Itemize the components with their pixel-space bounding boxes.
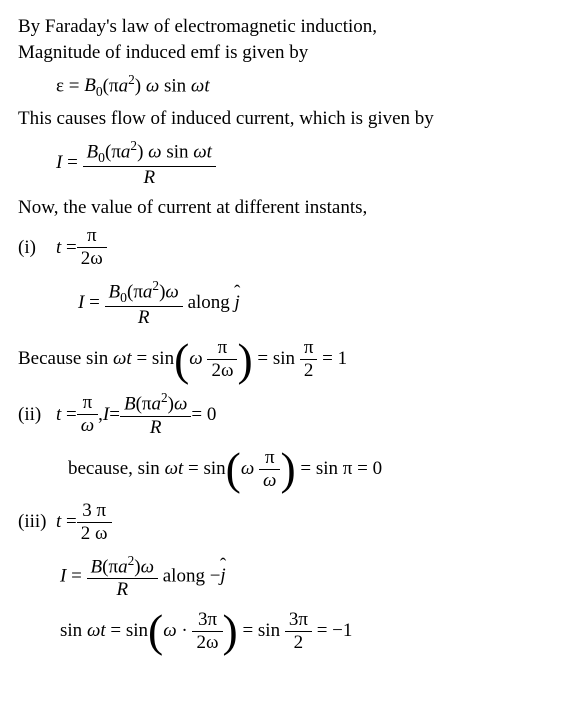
case-ii-because: because, sin ωt = sin(ω π ω ) = sin π = … [18, 447, 551, 492]
case-i-t: (i) t = π 2ω [18, 225, 551, 270]
intro-1: By Faraday's law of electromagnetic indu… [18, 16, 551, 38]
case-iii-t: (iii) t = 3 π 2 ω [18, 500, 551, 545]
case-iii-sin: sin ωt = sin(ω · 3π 2ω ) = sin 3π 2 = −1 [18, 609, 551, 654]
case-i-I: I = B0(πa2)ω R along j [18, 278, 551, 329]
intro-3: This causes flow of induced current, whi… [18, 108, 551, 130]
intro-4: Now, the value of current at different i… [18, 197, 551, 219]
case-iii-I: I = B(πa2)ω R along −j [18, 553, 551, 601]
eq-current: I = B0(πa2) ω sin ωt R [18, 138, 551, 189]
intro-2: Magnitude of induced emf is given by [18, 42, 551, 64]
eq-emf: ε = B0(πa2) ω sin ωt [18, 72, 551, 100]
case-ii-t: (ii) t = π ω , I = B(πa2)ω R = 0 [18, 390, 551, 438]
case-i-because: Because sin ωt = sin(ω π 2ω ) = sin π 2 … [18, 337, 551, 382]
